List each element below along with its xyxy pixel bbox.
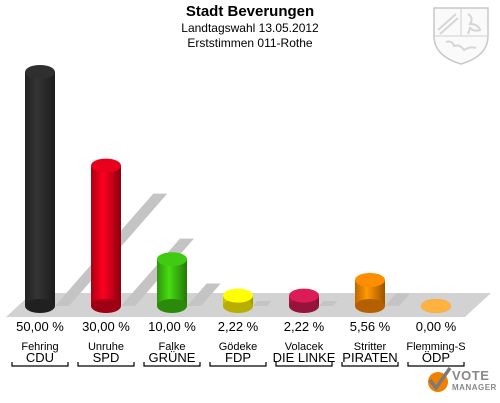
bar-shadow xyxy=(253,301,272,306)
bar-base xyxy=(91,299,121,313)
party-label: GRÜNE xyxy=(149,350,196,365)
bar-body xyxy=(157,259,187,306)
bar xyxy=(91,158,121,313)
bar-cap xyxy=(223,288,253,303)
party-bracket xyxy=(77,362,135,367)
party-bracket xyxy=(275,362,333,367)
value-label: 2,22 % xyxy=(218,319,259,334)
party-bracket xyxy=(11,362,69,367)
bar-base xyxy=(289,299,319,313)
value-label: 5,56 % xyxy=(350,319,391,334)
candidate-label: Gödeke xyxy=(219,341,258,353)
party-label: SPD xyxy=(93,350,120,365)
value-label: 10,00 % xyxy=(148,319,196,334)
nrw-coat-of-arms-icon xyxy=(433,7,489,65)
value-label: 50,00 % xyxy=(16,319,64,334)
bar xyxy=(157,252,187,313)
value-label: 0,00 % xyxy=(416,319,457,334)
value-label: 30,00 % xyxy=(82,319,130,334)
party-label: ÖDP xyxy=(422,350,450,365)
vote-manager-logo: VOTE MANAGER xyxy=(424,364,496,398)
party-bracket xyxy=(341,362,399,367)
party-label: PIRATEN xyxy=(342,350,397,365)
bar xyxy=(289,288,319,313)
bar-shadow xyxy=(319,301,338,306)
bar xyxy=(421,299,451,313)
chart-title: Stadt Beverungen xyxy=(185,3,315,20)
bar xyxy=(355,272,385,313)
party-bracket xyxy=(407,362,465,367)
bar-base xyxy=(157,299,187,313)
bar-cap xyxy=(157,252,187,267)
chart-subtitle-district: Erststimmen 011-Rothe xyxy=(187,36,313,50)
brand-line1: VOTE xyxy=(452,368,490,383)
bar-shadow xyxy=(187,283,221,306)
bar xyxy=(25,65,55,313)
value-labels: 50,00 % 30,00 % 10,00 % 2,22 % 2,22 % 5,56 % 0… xyxy=(16,319,457,334)
candidate-label: Fehring xyxy=(21,341,58,353)
bar xyxy=(223,288,253,313)
candidate-label: Flemming-S xyxy=(406,341,465,353)
party-label: CDU xyxy=(26,350,54,365)
party-label: FDP xyxy=(225,350,251,365)
candidate-label: Stritter xyxy=(354,341,387,353)
bar-cap xyxy=(91,158,121,173)
candidate-labels: Fehring Unruhe Falke Gödeke Volacek Stritter F… xyxy=(21,341,465,353)
bar-cap xyxy=(355,272,385,287)
chart-subtitle-election: Landtagswahl 13.05.2012 xyxy=(181,21,319,35)
party-bracket xyxy=(143,362,201,367)
party-label: DIE LINKE xyxy=(273,350,336,365)
bar-body xyxy=(91,165,121,306)
party-labels: CDU SPD GRÜNE FDP DIE LINKE PIRATEN ÖDP xyxy=(11,350,465,367)
bar-body xyxy=(25,72,55,306)
bar-shadow xyxy=(385,293,410,306)
candidate-label: Falke xyxy=(159,341,186,353)
vote-manager-check-icon xyxy=(428,366,452,392)
bar-base xyxy=(25,299,55,313)
bar-base xyxy=(223,299,253,313)
bars-group xyxy=(25,65,451,313)
bar-base xyxy=(355,299,385,313)
chart-header: Stadt Beverungen Landtagswahl 13.05.2012… xyxy=(0,2,500,51)
brand-line2: MANAGER xyxy=(452,383,497,392)
bar-cap xyxy=(25,65,55,79)
bar-cap xyxy=(289,288,319,303)
party-bracket xyxy=(209,362,267,367)
candidate-label: Volacek xyxy=(285,341,324,353)
candidate-label: Unruhe xyxy=(88,341,124,353)
value-label: 2,22 % xyxy=(284,319,325,334)
bar-cap xyxy=(421,299,451,313)
